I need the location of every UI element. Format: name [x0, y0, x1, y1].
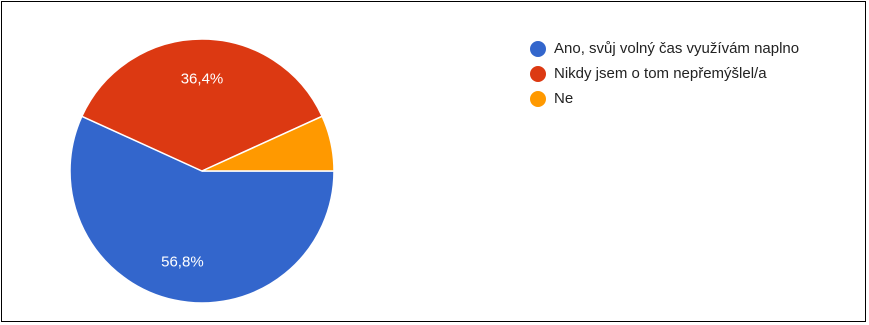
- legend-swatch: [530, 40, 546, 57]
- pie-slice[interactable]: [201, 115, 335, 172]
- slice-value-label: 56,8%: [161, 253, 204, 270]
- slice-value-label: 36,4%: [181, 71, 224, 88]
- chart-legend: Ano, svůj volný čas využívám naplno Nikdy…: [530, 36, 799, 111]
- pie-slice[interactable]: [80, 38, 324, 172]
- legend-item[interactable]: Ano, svůj volný čas využívám naplno: [530, 36, 799, 61]
- legend-label: Ano, svůj volný čas využívám naplno: [554, 40, 800, 57]
- legend-swatch: [530, 90, 546, 107]
- legend-item[interactable]: Nikdy jsem o tom nepřemýšlel/a: [530, 61, 799, 86]
- pie-slice[interactable]: [69, 115, 335, 304]
- legend-item[interactable]: Ne: [530, 86, 799, 111]
- legend-label: Nikdy jsem o tom nepřemýšlel/a: [554, 65, 767, 82]
- legend-swatch: [530, 65, 546, 82]
- legend-label: Ne: [554, 90, 574, 107]
